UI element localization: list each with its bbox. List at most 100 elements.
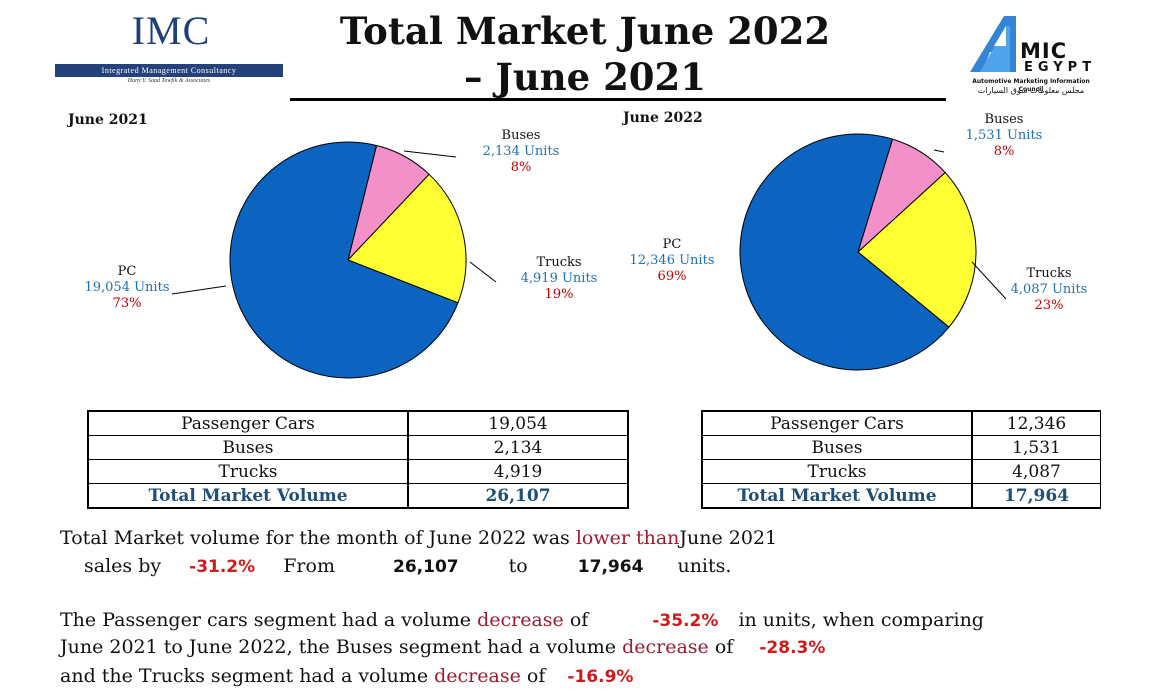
row-label: Trucks xyxy=(87,459,409,484)
label-units: 4,919 Units xyxy=(521,271,598,286)
amic-logo-a-mark xyxy=(970,16,1016,72)
label-category: Buses xyxy=(502,128,541,143)
segment-text: of xyxy=(569,609,589,631)
row-value: 26,107 xyxy=(407,483,629,509)
row-value: 19,054 xyxy=(407,410,629,436)
summary-text: to xyxy=(508,555,528,577)
segment-text: in units, when comparing xyxy=(738,609,984,631)
summary-text: Total Market volume for the month of Jun… xyxy=(60,527,570,549)
row-label: Buses xyxy=(701,435,973,460)
amic-logo-council: Automotive Marketing Information Council xyxy=(972,78,1090,93)
label-category: Buses xyxy=(985,112,1024,127)
label-percent: 23% xyxy=(1035,298,1064,313)
imc-logo-tagline: Hany Y. Saad Tawfik & Associates xyxy=(127,78,211,84)
table-row: Buses 2,134 xyxy=(87,435,629,460)
row-label: Passenger Cars xyxy=(701,410,973,436)
amic-logo-word: MIC xyxy=(1020,39,1068,63)
label-units: 12,346 Units xyxy=(629,253,714,268)
row-label: Total Market Volume xyxy=(87,483,409,509)
label-units: 2,134 Units xyxy=(483,144,560,159)
leader-line-trucks xyxy=(971,261,1007,300)
row-label: Total Market Volume xyxy=(701,483,973,509)
pc-change: -35.2% xyxy=(652,611,719,631)
label-category: PC xyxy=(663,237,682,252)
chart-2021-title: June 2021 xyxy=(68,112,148,128)
label-percent: 73% xyxy=(113,296,142,311)
table-row: Trucks 4,919 xyxy=(87,459,629,484)
imc-logo: IMC Integrated Management Consultancy Ha… xyxy=(55,8,287,84)
pie-slice-pc xyxy=(229,141,459,379)
segment-line-2: June 2021 to June 2022, the Buses segmen… xyxy=(60,634,825,661)
row-value: 12,346 xyxy=(971,410,1101,436)
segment-decrease: decrease xyxy=(622,636,709,658)
leader-line-trucks xyxy=(469,261,497,283)
summary-volume-2021: 26,107 xyxy=(393,557,459,577)
label-percent: 69% xyxy=(658,269,687,284)
pie-slice-trucks xyxy=(857,171,977,328)
summary-total-change: -31.2% xyxy=(189,557,256,577)
summary-line-1: Total Market volume for the month of Jun… xyxy=(60,525,777,551)
summary-lower-than: lower than xyxy=(575,527,680,549)
summary-text: sales by xyxy=(84,555,162,577)
segment-text: of xyxy=(714,636,734,658)
label-percent: 19% xyxy=(545,287,574,302)
row-value: 2,134 xyxy=(407,435,629,460)
summary-text: June 2021 xyxy=(679,527,778,549)
segment-text: The Passenger cars segment had a volume xyxy=(60,609,472,631)
title-underline xyxy=(290,98,946,101)
amic-logo-country: EGYPT xyxy=(1024,60,1097,75)
segment-decrease: decrease xyxy=(477,609,564,631)
pie-slice-trucks xyxy=(347,173,467,304)
summary-line-2: sales by -31.2% From 26,107 to 17,964 un… xyxy=(84,553,731,580)
label-category: PC xyxy=(118,264,137,279)
summary-text: From xyxy=(283,555,335,577)
imc-logo-company: Integrated Management Consultancy xyxy=(55,64,283,77)
segment-decrease: decrease xyxy=(434,665,521,687)
trucks-change: -16.9% xyxy=(567,667,634,687)
buses-change: -28.3% xyxy=(759,638,826,658)
segment-line-3: and the Trucks segment had a volume decr… xyxy=(60,663,633,690)
amic-logo-arabic: مجلس معلومات سوق السيارات xyxy=(977,86,1085,95)
row-label: Passenger Cars xyxy=(87,410,409,436)
segment-text: and the Trucks segment had a volume xyxy=(60,665,429,687)
table-row: Passenger Cars 19,054 xyxy=(87,410,629,436)
page-title-line-1: Total Market June 2022 xyxy=(339,9,831,53)
page-title-line-2: – June 2021 xyxy=(463,55,707,99)
label-units: 4,087 Units xyxy=(1011,282,1088,297)
summary-text: units. xyxy=(677,555,732,577)
chart-2022-title: June 2022 xyxy=(623,110,703,126)
table-row: Buses 1,531 xyxy=(701,435,1101,460)
label-units: 1,531 Units xyxy=(966,128,1043,143)
row-value: 1,531 xyxy=(971,435,1101,460)
leader-line-buses xyxy=(403,150,457,158)
segment-text: June 2021 to June 2022, the Buses segmen… xyxy=(60,636,617,658)
leader-line-pc xyxy=(171,285,227,295)
imc-logo-letters: IMC xyxy=(131,8,211,53)
summary-volume-2022: 17,964 xyxy=(577,557,644,577)
table-row: Passenger Cars 12,346 xyxy=(701,410,1101,436)
row-value: 4,919 xyxy=(407,459,629,484)
label-category: Trucks xyxy=(536,255,581,270)
row-label: Trucks xyxy=(701,459,973,484)
table-row: Trucks 4,087 xyxy=(701,459,1101,484)
amic-logo: MIC EGYPT Automotive Marketing Informati… xyxy=(960,10,1102,98)
label-percent: 8% xyxy=(511,160,532,175)
table-total-row: Total Market Volume 17,964 xyxy=(701,483,1101,509)
volume-table-june-2021: Passenger Cars 19,054 Buses 2,134 Trucks 4,… xyxy=(87,410,629,509)
row-value: 4,087 xyxy=(971,459,1101,484)
label-units: 19,054 Units xyxy=(84,280,169,295)
segment-line-1: The Passenger cars segment had a volume … xyxy=(60,607,984,634)
row-label: Buses xyxy=(87,435,409,460)
label-percent: 8% xyxy=(994,144,1015,159)
pie-slice-pc xyxy=(739,133,950,371)
segment-text: of xyxy=(526,665,546,687)
